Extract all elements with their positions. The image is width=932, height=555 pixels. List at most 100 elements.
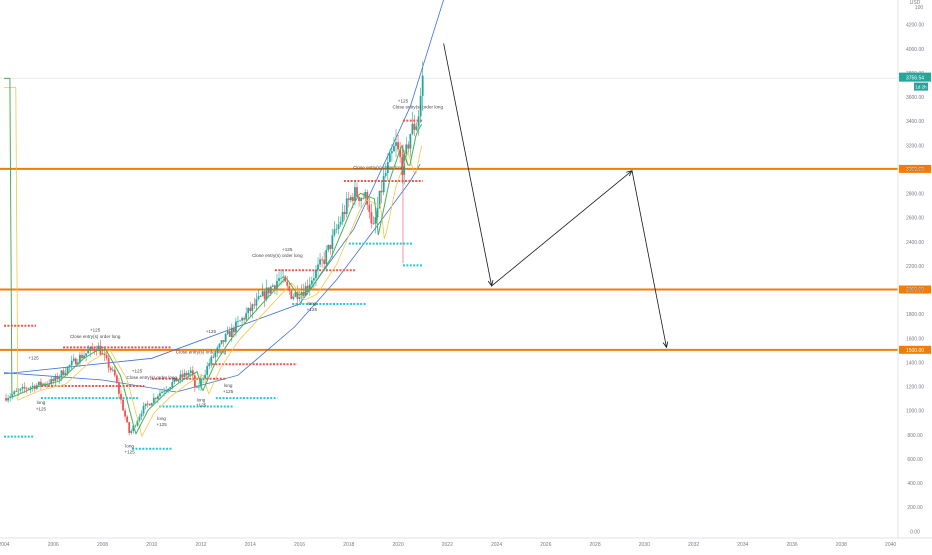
x-tick-label: 2016 xyxy=(294,542,305,548)
candle-body xyxy=(337,224,340,229)
trade-annotation: +125 xyxy=(28,355,39,360)
x-tick-label: 2008 xyxy=(97,542,108,548)
candle-body xyxy=(247,307,250,314)
candle-body xyxy=(255,299,258,306)
y-tick-label: 1600.00 xyxy=(906,336,924,342)
candle-body xyxy=(144,403,147,406)
candle-body xyxy=(300,292,303,298)
candle-body xyxy=(339,221,342,225)
candle-body xyxy=(294,292,297,297)
candle-body xyxy=(278,278,280,282)
candle-body xyxy=(23,386,26,389)
candle-body xyxy=(204,374,207,379)
y-tick-label: 400.00 xyxy=(907,481,923,487)
candle-body xyxy=(374,217,377,224)
candle-body xyxy=(413,123,416,130)
candle-body xyxy=(208,363,211,366)
x-tick-label: 2026 xyxy=(540,542,551,548)
y-tick-label: 3600.00 xyxy=(906,95,924,101)
candle-body xyxy=(232,327,235,333)
candle-body xyxy=(111,369,114,371)
horizontal-level-tag xyxy=(899,285,931,294)
candle-body xyxy=(397,142,399,150)
candle-body xyxy=(66,366,69,374)
candle-body xyxy=(175,377,178,382)
candle-body xyxy=(271,285,274,287)
trade-annotation: +125 xyxy=(398,99,409,104)
candle-body xyxy=(115,375,118,383)
candle-body xyxy=(89,347,92,351)
y-tick-label: 1200.00 xyxy=(906,385,924,391)
candle-body xyxy=(220,340,223,344)
candle-body xyxy=(224,333,227,342)
horizontal-level-tag xyxy=(899,164,931,173)
x-tick-label: 2040 xyxy=(885,542,896,548)
y-tick-label: 1400.00 xyxy=(906,360,924,366)
candle-body xyxy=(368,204,371,212)
candle-body xyxy=(325,250,328,264)
candle-body xyxy=(218,343,221,348)
y-tick-label: 1800.00 xyxy=(906,312,924,318)
y-tick-label: 2200.00 xyxy=(906,264,924,270)
upper-channel-line xyxy=(3,0,444,375)
trade-annotation: Close entry(s) order long xyxy=(126,375,177,380)
y-tick-label: 600.00 xyxy=(907,457,923,463)
candle-body xyxy=(126,416,129,423)
candle-body xyxy=(323,259,326,264)
x-tick-label: 2028 xyxy=(590,542,601,548)
candle-body xyxy=(146,403,149,405)
candle-body xyxy=(19,388,22,391)
trade-annotation: long xyxy=(157,416,166,421)
candle-body xyxy=(358,196,360,201)
candle-body xyxy=(118,382,120,394)
candle-body xyxy=(292,296,295,299)
candle-body xyxy=(222,340,225,342)
candle-body xyxy=(103,353,106,356)
candle-body xyxy=(27,388,30,390)
candle-body xyxy=(214,352,217,358)
trade-annotation: +125 xyxy=(282,247,293,252)
candle-body xyxy=(42,383,44,386)
x-tick-label: 2022 xyxy=(442,542,453,548)
y-tick-label: 200.00 xyxy=(907,505,923,511)
candle-body xyxy=(85,353,87,356)
candle-body xyxy=(17,390,20,392)
candle-body xyxy=(157,396,159,399)
candle-body xyxy=(362,198,365,199)
candle-body xyxy=(331,235,334,249)
candle-body xyxy=(296,292,299,299)
candle-body xyxy=(280,277,282,279)
candle-body xyxy=(302,292,305,296)
candle-body xyxy=(261,291,264,297)
candle-body xyxy=(60,370,63,377)
projection-path-segment xyxy=(443,43,493,286)
candle-body xyxy=(142,405,145,414)
candle-body xyxy=(132,425,135,431)
candle-body xyxy=(356,187,358,197)
candle-body xyxy=(177,379,180,382)
candle-body xyxy=(329,244,332,249)
candle-body xyxy=(308,284,311,289)
y-tick-label: 800.00 xyxy=(907,433,923,439)
candle-body xyxy=(259,296,262,297)
candle-body xyxy=(74,358,77,365)
candle-body xyxy=(290,290,293,299)
candle-body xyxy=(25,388,28,390)
trade-annotation: Close entry(s) order long xyxy=(70,334,121,339)
candle-body xyxy=(417,116,420,127)
countdown-label: 1d 2h xyxy=(915,85,927,90)
x-tick-label: 2004 xyxy=(0,542,10,548)
horizontal-level-label: 1500.00 xyxy=(906,348,924,354)
candle-body xyxy=(216,347,219,353)
candle-body xyxy=(171,382,174,388)
candle-body xyxy=(351,196,354,201)
y-tick-label: 0.00 xyxy=(910,529,920,535)
trade-annotation: +125 xyxy=(132,369,143,374)
candle-body xyxy=(249,307,252,312)
trade-annotation: long xyxy=(37,400,46,405)
candle-body xyxy=(40,381,42,386)
candle-body xyxy=(167,389,170,391)
candle-body xyxy=(165,390,168,392)
x-tick-label: 2006 xyxy=(48,542,59,548)
candle-body xyxy=(187,372,190,376)
